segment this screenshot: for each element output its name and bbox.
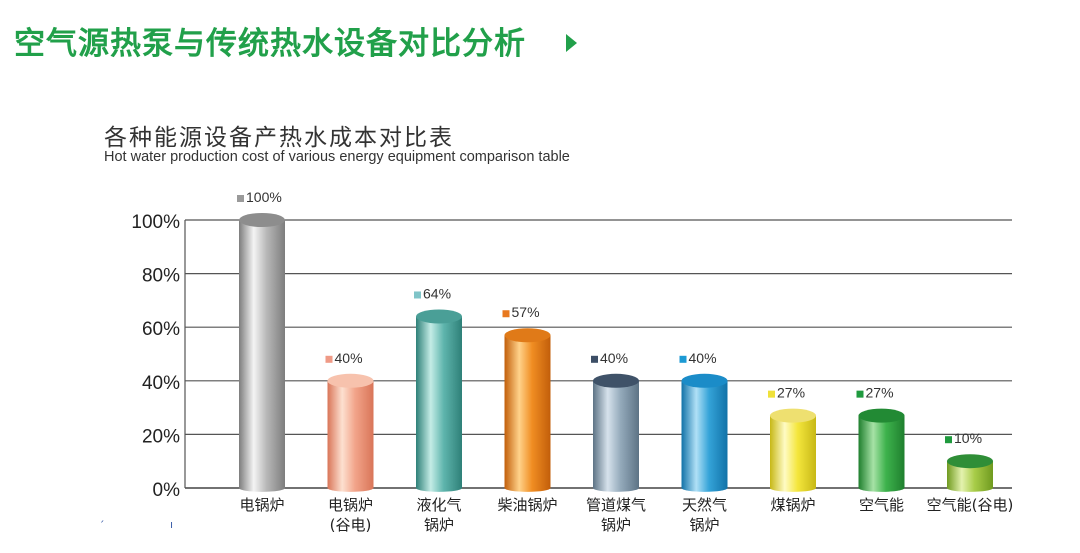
bar: [593, 380, 639, 492]
data-label: 27%: [777, 385, 805, 401]
bar-top: [504, 328, 551, 343]
chart-subtitle: Hot water production cost of various ene…: [104, 149, 570, 165]
category-label: 电锅炉: [328, 496, 373, 514]
category-label: 管道煤气: [586, 496, 646, 514]
page-title: 空气源热泵与传统热水设备对比分析: [14, 26, 526, 62]
bar-top: [327, 373, 374, 388]
category-label: 锅炉: [424, 516, 454, 534]
bar-top: [681, 373, 728, 388]
data-label-marker: [768, 390, 775, 398]
bar-top: [593, 373, 639, 388]
y-tick-label: 80%: [142, 266, 180, 287]
category-label: 空气能: [859, 496, 904, 514]
stray-mark: ı: [170, 518, 174, 531]
bar-top: [416, 309, 462, 324]
data-label: 40%: [600, 350, 628, 366]
chart-title: 各种能源设备产热水成本对比表: [104, 125, 454, 151]
data-label: 100%: [246, 189, 282, 205]
bar: [858, 415, 905, 492]
y-tick-label: 60%: [142, 319, 180, 340]
data-label: 64%: [423, 285, 451, 301]
category-label: 煤锅炉: [770, 496, 815, 514]
stray-mark: ˊ: [99, 519, 105, 532]
bar-top: [239, 213, 285, 227]
data-label-marker: [945, 436, 952, 444]
bar-top: [947, 454, 993, 469]
y-tick-label: 40%: [142, 373, 180, 394]
category-label: 液化气: [416, 496, 461, 514]
bar-top: [858, 408, 905, 423]
bar: [770, 415, 816, 492]
category-label: 柴油锅炉: [497, 496, 557, 514]
category-label: 空气能(谷电): [927, 496, 1014, 514]
data-label: 10%: [954, 430, 982, 446]
y-tick-label: 20%: [142, 426, 180, 447]
data-label-marker: [237, 195, 244, 202]
data-label: 40%: [689, 350, 717, 366]
data-label-marker: [679, 355, 687, 363]
bar-top: [770, 408, 816, 423]
bar: [416, 316, 462, 492]
data-label: 57%: [512, 304, 540, 320]
data-label: 27%: [866, 385, 894, 401]
data-label-marker: [591, 355, 598, 363]
data-label-marker: [414, 291, 421, 299]
category-label: 天然气: [682, 496, 727, 514]
data-label: 40%: [335, 350, 363, 366]
category-label: (谷电): [330, 516, 372, 534]
category-label: 锅炉: [689, 516, 719, 534]
y-tick-label: 100%: [131, 212, 180, 233]
bar: [504, 335, 551, 492]
category-label: 电锅炉: [239, 496, 284, 514]
category-label: 锅炉: [601, 516, 631, 534]
bar: [681, 380, 728, 492]
data-label-marker: [325, 355, 333, 363]
y-tick-label: 0%: [153, 480, 181, 501]
bar: [327, 380, 374, 492]
title-arrow-icon: [566, 34, 577, 52]
data-label-marker: [502, 310, 510, 318]
data-label-marker: [856, 390, 864, 398]
bar: [239, 220, 285, 492]
bar: [947, 461, 993, 492]
